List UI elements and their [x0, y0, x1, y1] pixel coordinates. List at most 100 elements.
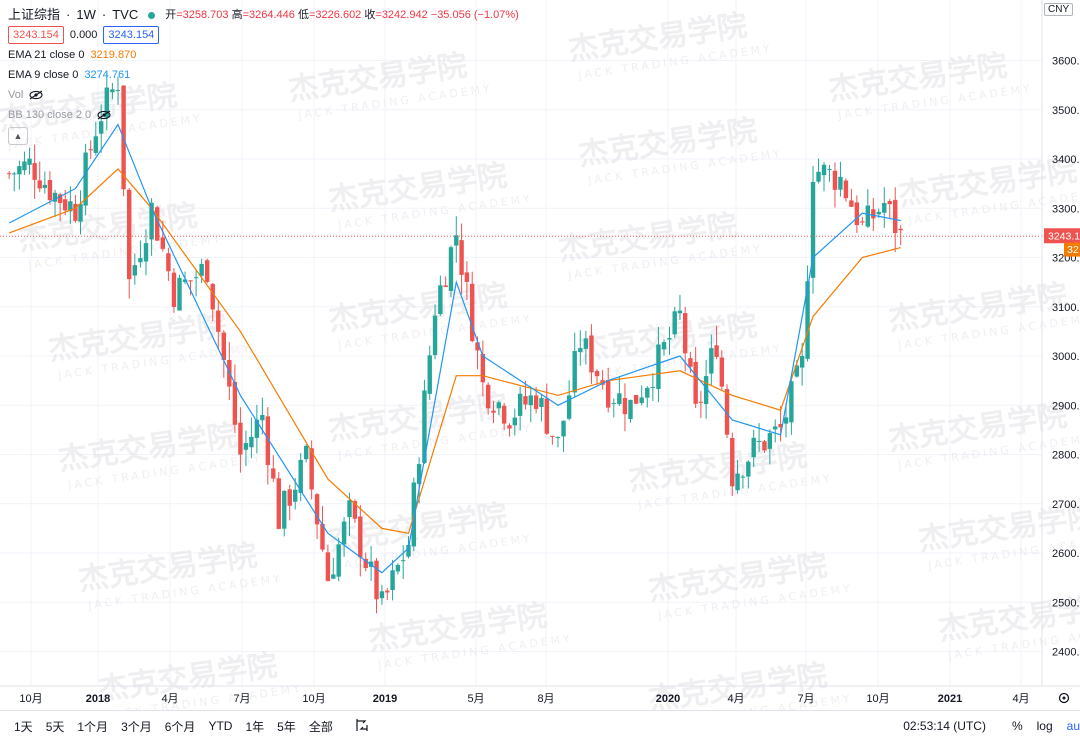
candle-body: [188, 280, 193, 282]
candle: [617, 376, 622, 406]
candle-body: [578, 348, 583, 353]
log-scale-toggle[interactable]: log: [1036, 719, 1053, 733]
range-5d[interactable]: 5天: [45, 719, 65, 734]
candle-body: [865, 205, 871, 227]
candle: [57, 192, 63, 222]
candle: [709, 334, 714, 386]
candle: [416, 457, 422, 504]
candle-body: [104, 87, 109, 118]
range-3m[interactable]: 3个月: [121, 719, 152, 734]
compare-icon[interactable]: [355, 718, 369, 735]
interval-label[interactable]: 1W: [76, 7, 96, 22]
bottom-right-controls: 02:53:14 (UTC) % log au: [903, 711, 1080, 741]
candle-body: [341, 521, 347, 545]
market-status-icon: [148, 11, 156, 19]
candle: [783, 403, 789, 438]
candle-body: [589, 335, 594, 373]
time-tick-label: 7月: [797, 693, 814, 705]
candle: [166, 247, 171, 281]
candle-body: [622, 398, 628, 415]
candle-body: [6, 173, 12, 175]
sell-price-button[interactable]: 3243.154: [8, 26, 64, 44]
settings-icon: [1058, 692, 1070, 704]
symbol-name[interactable]: 上证综指: [8, 7, 61, 22]
candle-body: [645, 387, 650, 398]
collapse-legend-button[interactable]: ▲: [8, 127, 28, 145]
candle-body: [832, 170, 838, 190]
candle: [827, 164, 832, 182]
eye-hidden-icon[interactable]: [97, 110, 111, 120]
candle-body: [395, 564, 401, 572]
eye-hidden-icon[interactable]: [29, 90, 43, 100]
candle: [271, 455, 276, 482]
candle-body: [882, 202, 887, 213]
time-tick-label: 2019: [373, 693, 397, 705]
chart-legend: 上证综指 · 1W · TVC 开=3258.703 高=3264.446 低=…: [8, 5, 519, 145]
auto-scale-toggle[interactable]: au: [1066, 719, 1080, 733]
range-1y[interactable]: 1年: [245, 719, 265, 734]
candle-body: [740, 476, 746, 478]
candle-body: [282, 490, 287, 529]
candle-body: [876, 211, 881, 215]
range-1m[interactable]: 1个月: [77, 719, 109, 734]
candle: [762, 439, 767, 453]
indicator-vol[interactable]: Vol: [8, 85, 519, 105]
candle-body: [523, 396, 528, 405]
candle: [132, 253, 137, 285]
source-label: TVC: [112, 7, 139, 22]
candle: [249, 417, 254, 459]
candle-body: [374, 560, 379, 600]
buy-price-button[interactable]: 3243.154: [103, 26, 160, 44]
candle-body: [789, 381, 794, 423]
candle-body: [454, 235, 459, 246]
candle-body: [298, 459, 303, 493]
candle: [83, 143, 88, 216]
range-all[interactable]: 全部: [308, 719, 333, 734]
utc-clock[interactable]: 02:53:14 (UTC): [903, 719, 986, 733]
candle: [265, 407, 271, 485]
candle-body: [325, 552, 331, 581]
candle: [622, 383, 628, 432]
price-tick-label: 3000.000: [1052, 351, 1080, 363]
candle: [887, 199, 892, 219]
range-ytd[interactable]: YTD: [208, 719, 233, 733]
candle: [843, 178, 849, 202]
candle: [254, 404, 260, 454]
candle: [539, 394, 544, 422]
candle: [17, 160, 22, 190]
candle-body: [352, 501, 358, 519]
time-axis: 10月 2018 4月 7月 10月 2019 5月 8月 2020 4月 7月 10月 2021 4月: [0, 685, 1080, 705]
range-5y[interactable]: 5年: [277, 719, 296, 734]
range-6m[interactable]: 6个月: [164, 719, 196, 734]
candle-body: [204, 260, 210, 282]
candle: [849, 188, 854, 207]
price-tick-label: 2400.000: [1052, 647, 1080, 659]
range-1d[interactable]: 1天: [14, 719, 33, 734]
candle-body: [816, 171, 821, 182]
candle: [188, 280, 193, 296]
candle-body: [730, 437, 735, 487]
title-sep-2: ·: [101, 7, 107, 22]
candle: [325, 544, 331, 582]
candle: [47, 171, 53, 205]
candle-body: [314, 494, 320, 525]
candle-body: [838, 176, 843, 190]
candle: [682, 306, 688, 372]
candle-body: [320, 523, 325, 550]
candle-body: [724, 389, 730, 435]
candle: [143, 229, 149, 276]
indicator-ema9[interactable]: EMA 9 close 0 3274.761: [8, 69, 131, 81]
currency-label[interactable]: CNY: [1044, 3, 1074, 16]
candle-body: [544, 398, 549, 434]
candle: [341, 517, 347, 557]
percent-scale-toggle[interactable]: %: [1011, 719, 1023, 733]
indicator-bb[interactable]: BB 130 close 2 0: [8, 105, 519, 125]
candle: [93, 121, 99, 156]
indicator-ema21[interactable]: EMA 21 close 0 3219.870: [8, 49, 137, 61]
candle: [32, 144, 37, 199]
